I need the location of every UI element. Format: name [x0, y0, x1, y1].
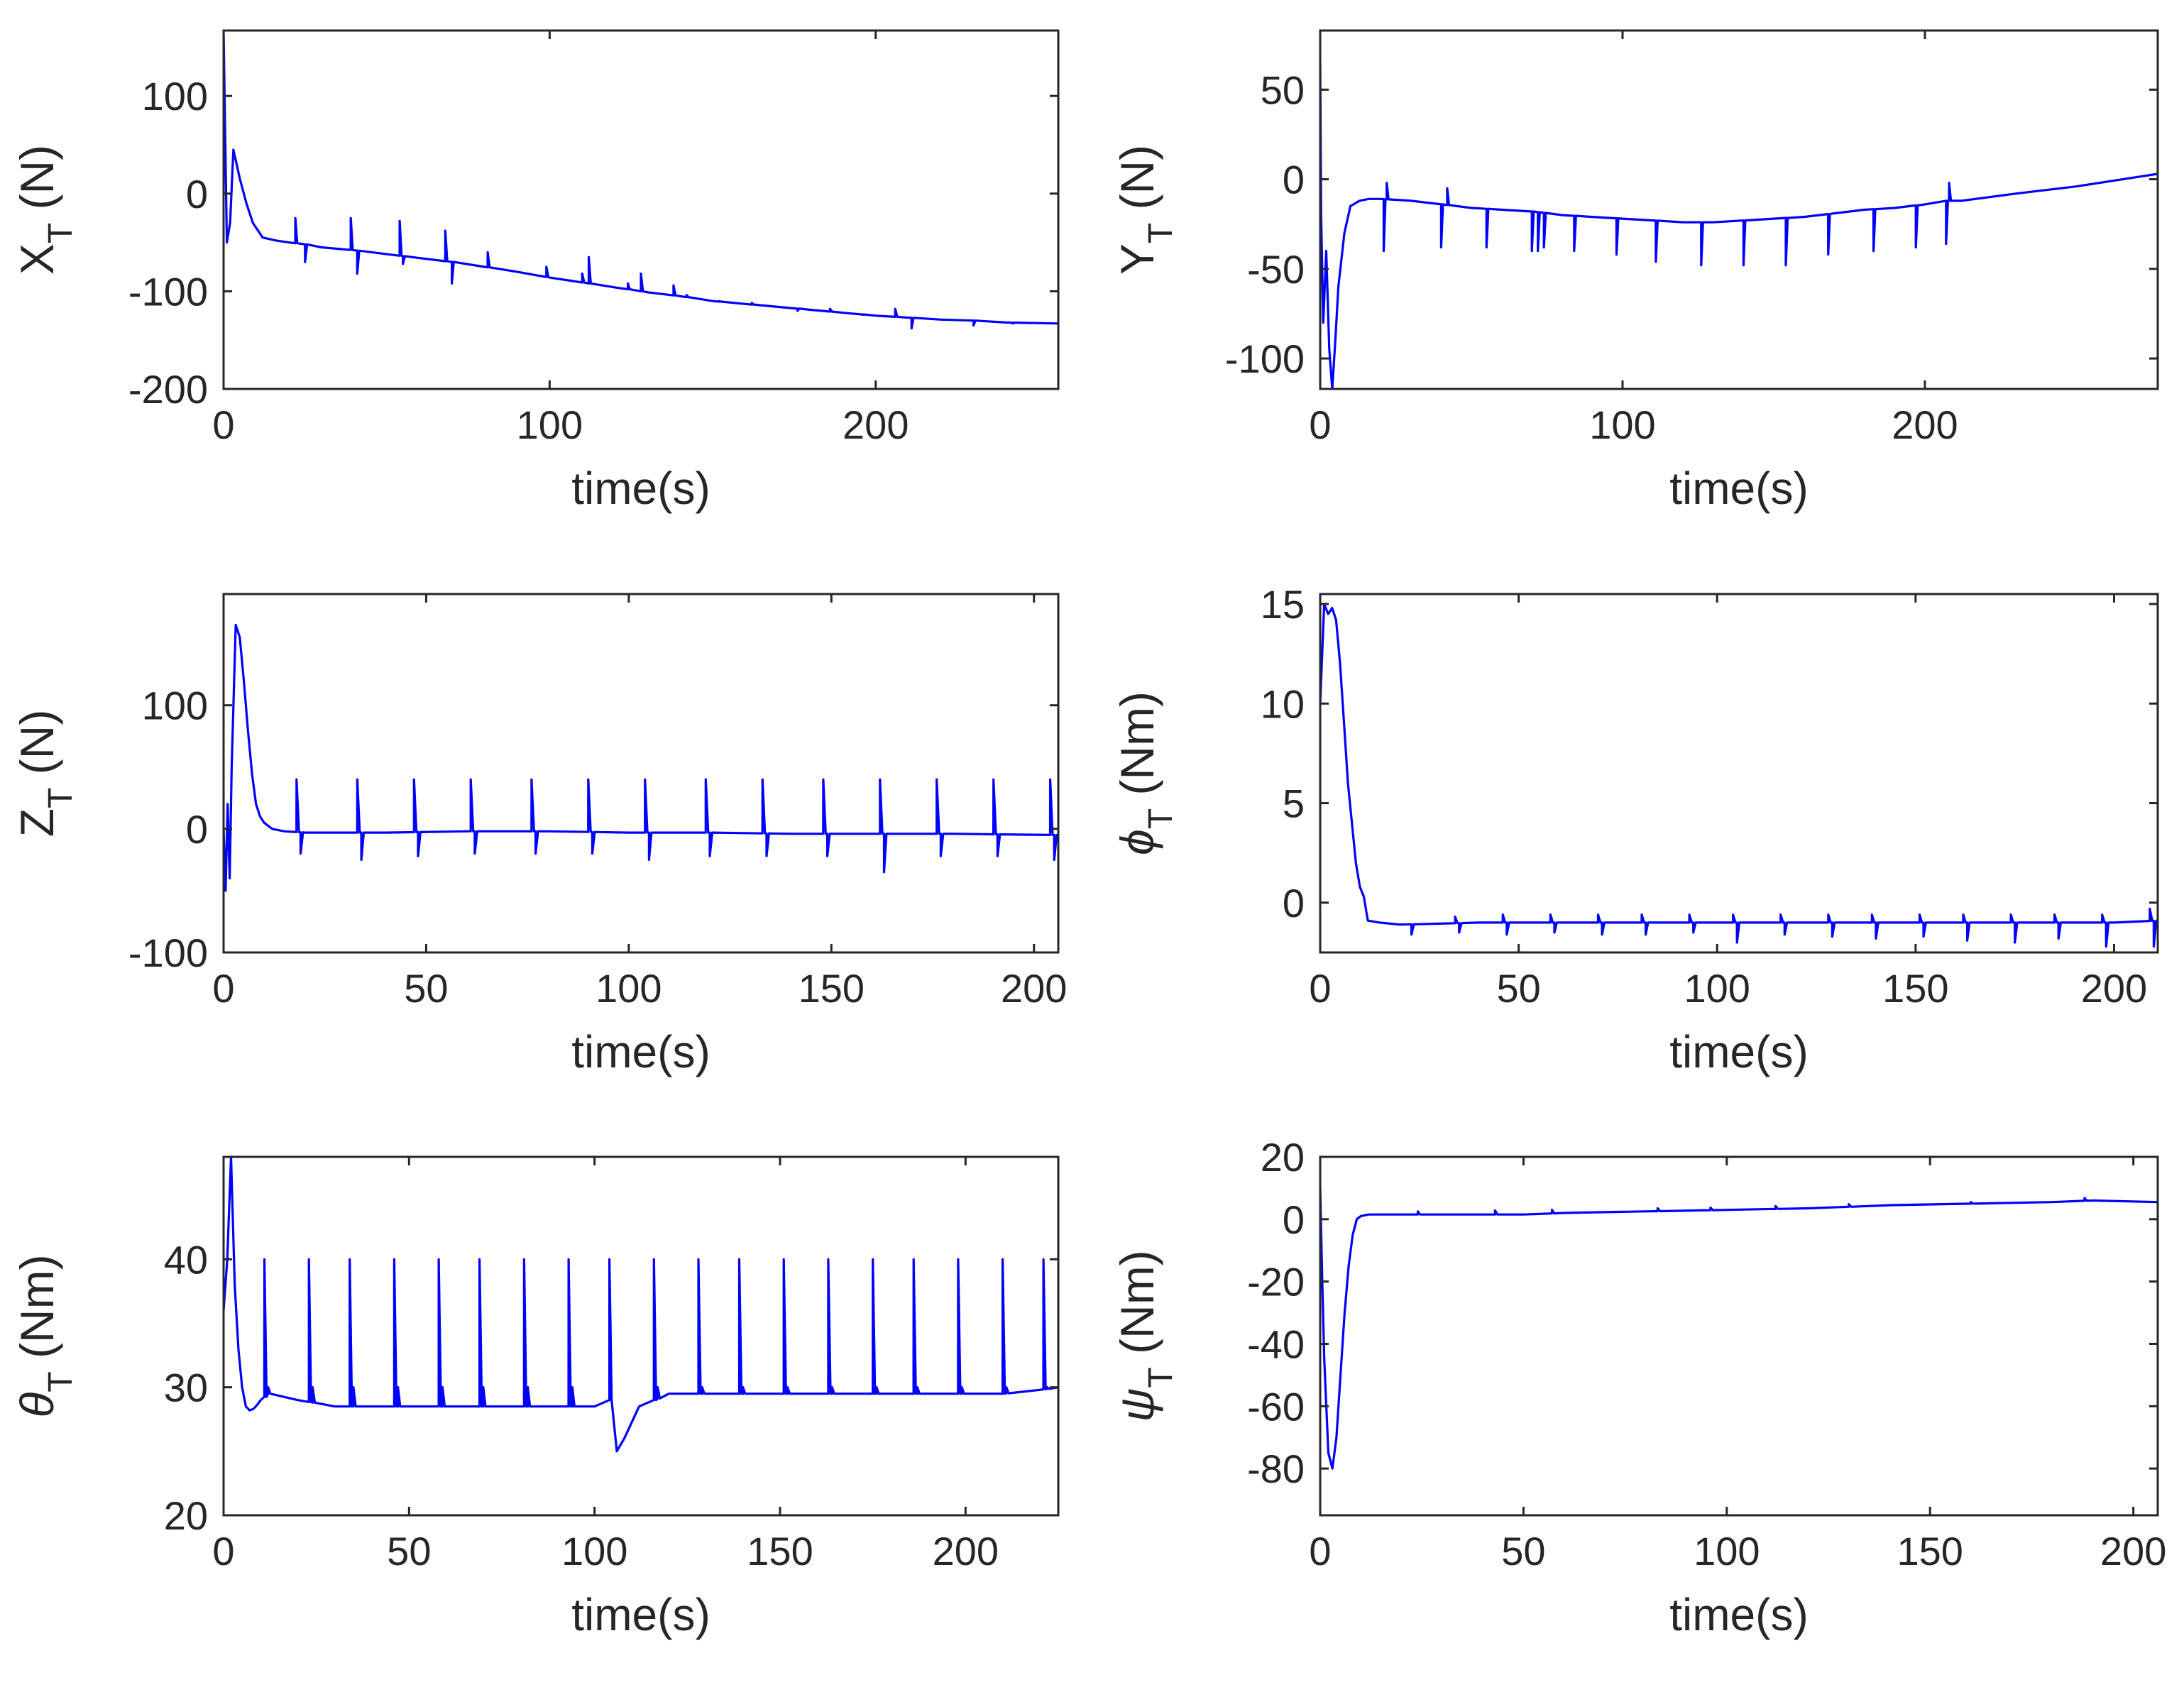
y-tick-label: 100 [142, 683, 208, 728]
y-label-symbol: Z [11, 808, 63, 837]
x-tick-label: 200 [843, 402, 909, 447]
y-tick-label: -100 [1225, 336, 1305, 381]
x-tick-label: 100 [1589, 402, 1655, 447]
series-line-phit [1320, 603, 2158, 948]
x-axis-label: time(s) [571, 1026, 710, 1077]
y-tick-label: 15 [1261, 582, 1305, 627]
y-label-unit: (N) [11, 710, 63, 788]
panel-yt: 0 100 200 -100 -50 0 50 time(s) YT (N) [1111, 29, 2159, 514]
x-tick-label: 200 [2100, 1529, 2166, 1573]
y-tick-label: 10 [1261, 681, 1305, 726]
axes-frame [222, 29, 1060, 390]
y-label-unit: (Nm) [11, 1254, 63, 1371]
x-axis-label: time(s) [1669, 1589, 1809, 1640]
y-label-subscript: T [1142, 223, 1180, 243]
y-tick-label: 100 [142, 74, 208, 119]
y-label-subscript: T [42, 1371, 79, 1392]
x-tick-label: 100 [596, 966, 662, 1011]
axes-frame [1319, 29, 2159, 390]
y-tick-label: -20 [1247, 1260, 1305, 1304]
axes-frame [222, 1155, 1060, 1517]
panel-xt: 0 100 200 -200 -100 0 100 time(s) XT (N) [11, 29, 1060, 514]
y-tick-label: 20 [164, 1493, 208, 1538]
x-tick-label: 0 [212, 1529, 234, 1573]
x-tick-label: 50 [404, 966, 448, 1011]
x-axis-label: time(s) [571, 463, 710, 514]
x-tick-label: 150 [799, 966, 865, 1011]
panel-psit: 0 50 100 150 200 -80 -60 -40 -20 0 20 time(s) ψT (Nm… [1111, 1135, 2166, 1640]
y-tick-label: -50 [1247, 247, 1305, 292]
y-label-unit: (Nm) [1111, 691, 1163, 808]
x-tick-label: 0 [1309, 402, 1331, 447]
y-tick-label: -60 [1247, 1384, 1305, 1429]
axes-frame [1319, 1155, 2159, 1517]
x-tick-label: 0 [1309, 1529, 1331, 1573]
y-label-subscript: T [42, 788, 79, 808]
x-tick-label: 200 [2081, 966, 2147, 1011]
x-tick-label: 0 [212, 966, 234, 1011]
y-axis-label: θT (Nm) [11, 1254, 79, 1417]
x-tick-label: 0 [212, 402, 234, 447]
y-label-subscript: T [1142, 1367, 1180, 1388]
y-label-symbol: X [11, 243, 63, 275]
y-tick-label: -100 [128, 930, 208, 975]
y-label-symbol: Y [1111, 243, 1163, 275]
x-tick-label: 100 [561, 1529, 627, 1573]
y-axis-label: ψT (Nm) [1111, 1250, 1180, 1422]
x-tick-label: 150 [1882, 966, 1948, 1011]
x-tick-label: 100 [1694, 1529, 1760, 1573]
y-tick-label: 20 [1261, 1135, 1305, 1180]
x-axis-label: time(s) [1669, 1026, 1809, 1077]
x-tick-label: 200 [1892, 402, 1958, 447]
panel-phit: 0 50 100 150 200 0 5 10 15 time(s) ϕT (Nm) [1111, 582, 2159, 1077]
series-line-zt [224, 623, 1058, 892]
y-tick-label: -200 [128, 367, 208, 412]
series-line-yt [1320, 61, 2158, 389]
y-axis-label: YT (N) [1111, 145, 1180, 275]
y-tick-label: 0 [1283, 158, 1305, 202]
y-label-unit: (N) [1111, 145, 1163, 223]
axes-frame [1319, 593, 2159, 954]
y-label-symbol: θ [11, 1392, 63, 1418]
y-tick-label: 0 [1283, 881, 1305, 925]
y-label-subscript: T [42, 223, 79, 243]
series-line-thetat [224, 1157, 1058, 1453]
y-label-subscript: T [1142, 808, 1180, 829]
y-tick-label: 50 [1261, 67, 1305, 112]
y-tick-label: 40 [164, 1237, 208, 1282]
panel-thetat: 0 50 100 150 200 20 30 40 time(s) θT (Nm) [11, 1155, 1060, 1640]
y-tick-label: 0 [186, 172, 208, 216]
x-tick-label: 50 [1496, 966, 1540, 1011]
y-tick-label: 0 [186, 807, 208, 852]
x-tick-label: 150 [747, 1529, 813, 1573]
x-tick-label: 150 [1897, 1529, 1963, 1573]
y-tick-label: -80 [1247, 1446, 1305, 1491]
y-axis-label: XT (N) [11, 145, 79, 275]
x-tick-label: 200 [1001, 966, 1067, 1011]
axes-frame [222, 593, 1060, 954]
x-tick-label: 50 [1501, 1529, 1545, 1573]
y-tick-label: 30 [164, 1366, 208, 1410]
x-axis-label: time(s) [1669, 463, 1809, 514]
y-tick-label: 5 [1283, 781, 1305, 826]
y-label-symbol: ψ [1111, 1388, 1163, 1422]
y-label-symbol: ϕ [1111, 829, 1163, 855]
x-tick-label: 50 [387, 1529, 431, 1573]
y-tick-label: 0 [1283, 1197, 1305, 1242]
y-label-unit: (N) [11, 145, 63, 223]
x-axis-label: time(s) [571, 1589, 710, 1640]
series-line-psit [1320, 1187, 2158, 1470]
x-tick-label: 0 [1309, 966, 1331, 1011]
x-tick-label: 200 [933, 1529, 999, 1573]
y-axis-label: ϕT (Nm) [1111, 691, 1180, 855]
series-line-xt [224, 31, 1058, 330]
x-tick-label: 100 [517, 402, 583, 447]
y-label-unit: (Nm) [1111, 1250, 1163, 1367]
y-axis-label: ZT (N) [11, 710, 79, 837]
y-tick-label: -40 [1247, 1322, 1305, 1366]
x-tick-label: 100 [1684, 966, 1750, 1011]
y-tick-label: -100 [128, 269, 208, 314]
